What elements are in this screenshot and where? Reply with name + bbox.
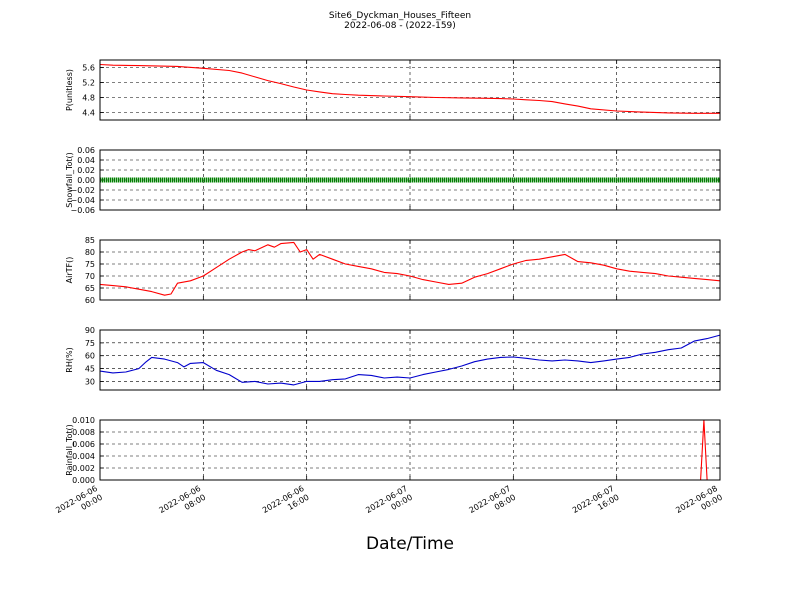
- y-axis-label: RH(%): [65, 347, 74, 372]
- y-tick-label: 4.8: [82, 94, 95, 103]
- y-tick-label: 0.06: [77, 146, 95, 155]
- y-tick-label: 75: [85, 339, 95, 348]
- y-tick-label: 85: [85, 236, 95, 245]
- y-tick-label: 45: [85, 365, 95, 374]
- y-axis-label: Snowfall_Tot(): [65, 152, 74, 208]
- y-tick-label: 60: [85, 352, 95, 361]
- subplot-2: −0.06−0.04−0.020.000.020.040.06Snowfall_…: [65, 146, 721, 215]
- y-tick-label: 80: [85, 248, 95, 257]
- y-tick-label: 0.04: [77, 156, 95, 165]
- figure-subtitle: 2022-06-08 - (2022-159): [344, 21, 456, 31]
- y-tick-label: 5.6: [82, 64, 95, 73]
- x-tick-label: 2022-06-0716:00: [571, 484, 621, 524]
- y-axis-label: P(unitless): [65, 69, 74, 111]
- subplot-frame: [99, 419, 721, 481]
- y-tick-label: 0.004: [72, 452, 95, 461]
- y-axis-label: Rainfall_Tot(): [65, 424, 74, 476]
- y-tick-label: 0.010: [72, 416, 95, 425]
- series-line: [99, 63, 720, 114]
- y-tick-label: 0.006: [72, 440, 95, 449]
- y-tick-label: 0.002: [72, 464, 95, 473]
- x-axis-label: Date/Time: [366, 534, 454, 554]
- subplot-frame: [99, 329, 721, 391]
- x-tick-label: 2022-06-0700:00: [364, 484, 414, 524]
- subplot-5: 0.000 0.002 0.004 0.006 0.008 0.010Rainfall_T…: [65, 416, 721, 485]
- y-tick-label: 4.4: [82, 109, 95, 118]
- x-tick-label: 2022-06-0600:00: [54, 484, 104, 524]
- subplot-frame: [99, 59, 721, 121]
- y-tick-label: 5.2: [82, 79, 95, 88]
- y-tick-label: 65: [85, 284, 95, 293]
- y-tick-label: 0.000: [72, 476, 95, 485]
- y-axis-label: AirTF(): [65, 257, 74, 284]
- subplot-4: 30 45 60 75 90 RH(%): [65, 326, 721, 391]
- subplot-frame: [99, 239, 721, 301]
- x-tick-label: 2022-06-0708:00: [468, 484, 518, 524]
- y-tick-label: −0.04: [70, 196, 95, 205]
- series-line: [99, 334, 721, 386]
- y-tick-label: 0.008: [72, 428, 95, 437]
- x-tick-label: 2022-06-0608:00: [158, 484, 208, 524]
- x-tick-label: 2022-06-0800:00: [674, 484, 724, 524]
- y-tick-label: 0.00: [77, 176, 95, 185]
- x-tick-label: 2022-06-0616:00: [261, 484, 311, 524]
- y-tick-label: −0.02: [70, 186, 95, 195]
- y-tick-label: −0.06: [70, 206, 95, 215]
- series-line: [99, 241, 721, 296]
- subplot-3: 60 65 70 75 80 85 AirTF(): [65, 236, 721, 305]
- subplot-frame: [99, 149, 721, 211]
- y-tick-label: 0.02: [77, 166, 95, 175]
- figure-title: Site6_Dyckman_Houses_Fifteen: [328, 11, 472, 21]
- y-tick-label: 30: [85, 377, 95, 386]
- subplot-1: 4.4 4.8 5.2 5.6 P(unitless): [65, 59, 721, 121]
- y-tick-label: 60: [85, 296, 95, 305]
- y-tick-label: 70: [85, 272, 95, 281]
- y-tick-label: 90: [85, 326, 95, 335]
- y-tick-label: 75: [85, 260, 95, 269]
